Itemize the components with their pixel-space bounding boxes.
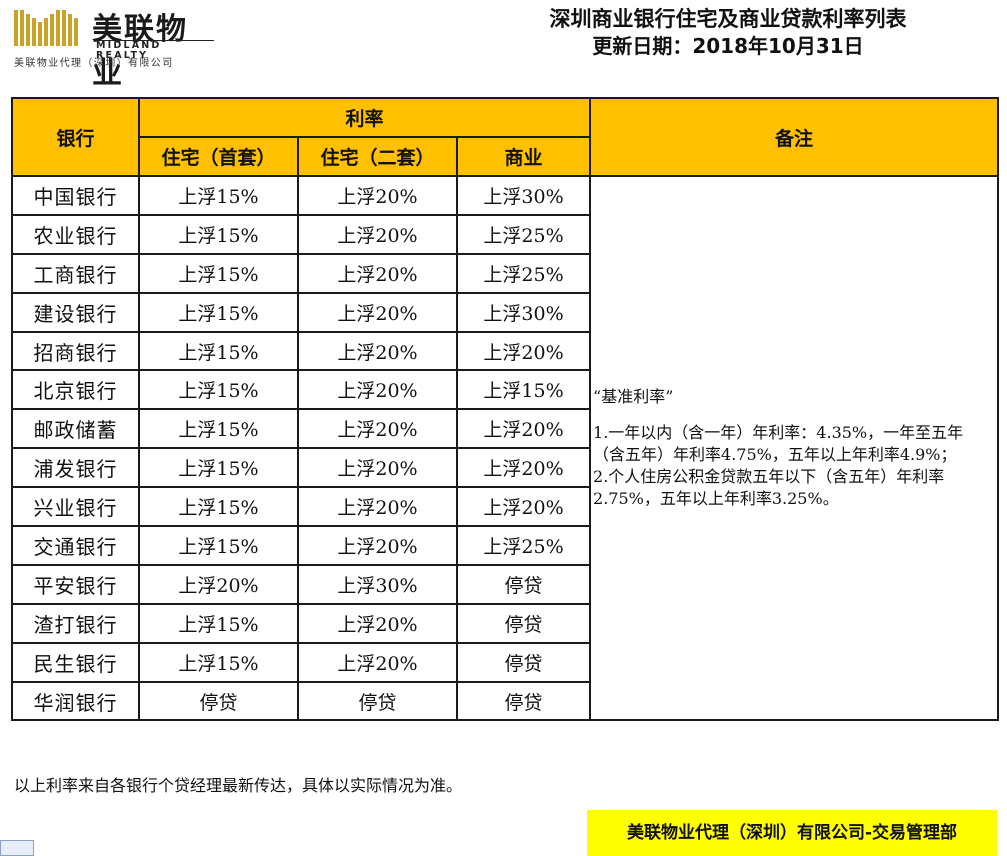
commercial-rate-cell: 上浮25% — [455, 252, 592, 294]
company-department: 美联物业代理（深圳）有限公司-交易管理部 — [587, 810, 997, 856]
home-first-rate-cell: 上浮15% — [138, 213, 299, 255]
table-row: 北京银行 上浮15% 上浮20% 上浮15% — [11, 369, 998, 411]
commercial-rate-cell: 停贷 — [455, 563, 592, 605]
table-row: 工商银行 上浮15% 上浮20% 上浮25% — [11, 252, 998, 294]
home-second-rate-cell: 上浮20% — [297, 175, 458, 216]
table-row: 华润银行 停贷 停贷 停贷 — [11, 680, 998, 722]
logo-name-en: MIDLAND REALTY — [96, 40, 214, 61]
commercial-rate-cell: 上浮20% — [455, 447, 592, 489]
commercial-rate-cell: 停贷 — [455, 641, 592, 683]
bank-name-cell: 招商银行 — [11, 330, 140, 372]
home-first-rate-cell: 上浮15% — [138, 408, 299, 450]
home-second-rate-cell: 停贷 — [297, 680, 458, 722]
home-first-rate-cell: 上浮15% — [138, 602, 299, 644]
home-first-rate-cell: 上浮20% — [138, 563, 299, 605]
bank-name-cell: 渣打银行 — [11, 602, 140, 644]
home-second-rate-cell: 上浮20% — [297, 641, 458, 683]
notes-cell: “基准利率” 1.一年以内（含一年）年利率：4.35%，一年至五年（含五年）年利率… — [589, 174, 1000, 722]
home-second-rate-cell: 上浮20% — [297, 213, 458, 255]
bank-name-cell: 兴业银行 — [11, 486, 140, 528]
table-row: 兴业银行 上浮15% 上浮20% 上浮20% — [11, 486, 998, 528]
table-row: 渣打银行 上浮15% 上浮20% 停贷 — [11, 602, 998, 644]
bank-name-cell: 北京银行 — [11, 369, 140, 411]
home-second-rate-cell: 上浮20% — [297, 252, 458, 294]
update-date: 更新日期：2018年10月31日 — [592, 34, 864, 58]
bank-name-cell: 平安银行 — [11, 563, 140, 605]
home-first-rate-cell: 上浮15% — [138, 525, 299, 566]
table-row: 中国银行 上浮15% 上浮20% 上浮30% “基准利率” 1.一年以内（含一年）年利率：… — [11, 174, 1000, 722]
table-row: 建设银行 上浮15% 上浮20% 上浮30% — [11, 291, 998, 333]
bank-name-cell: 中国银行 — [11, 175, 140, 216]
table-row: 招商银行 上浮15% 上浮20% 上浮20% — [11, 330, 998, 372]
logo-name-cn: 美联物业 — [92, 12, 188, 91]
bank-name-cell: 建设银行 — [11, 291, 140, 333]
commercial-rate-cell: 停贷 — [455, 602, 592, 644]
home-first-rate-cell: 上浮15% — [138, 641, 299, 683]
home-first-rate-cell: 上浮15% — [138, 175, 299, 216]
commercial-rate-cell: 上浮30% — [455, 175, 592, 216]
table-row: 农业银行 上浮15% 上浮20% 上浮25% — [11, 213, 998, 255]
header-rate: 利率 — [137, 97, 592, 138]
home-second-rate-cell: 上浮20% — [297, 369, 458, 411]
home-second-rate-cell: 上浮20% — [297, 447, 458, 489]
bank-name-cell: 浦发银行 — [11, 447, 140, 489]
company-logo: 美联物业 MIDLAND REALTY 美联物业代理（深圳）有限公司 — [14, 6, 214, 91]
table-row: 交通银行 上浮15% 上浮20% 上浮25% — [11, 525, 998, 566]
home-first-rate-cell: 上浮15% — [138, 447, 299, 489]
commercial-rate-cell: 上浮30% — [455, 291, 592, 333]
title-block: 深圳商业银行住宅及商业贷款利率列表 更新日期：2018年10月31日 — [468, 6, 988, 59]
bank-name-cell: 华润银行 — [11, 680, 140, 722]
bank-name-cell: 工商银行 — [11, 252, 140, 294]
home-first-rate-cell: 上浮15% — [138, 330, 299, 372]
table-row: 平安银行 上浮20% 上浮30% 停贷 — [11, 563, 998, 605]
home-first-rate-cell: 上浮15% — [138, 252, 299, 294]
logo-subtitle: 美联物业代理（深圳）有限公司 — [14, 58, 174, 69]
commercial-rate-cell: 上浮20% — [455, 486, 592, 528]
home-second-rate-cell: 上浮20% — [297, 486, 458, 528]
commercial-rate-cell: 上浮15% — [455, 369, 592, 411]
home-first-rate-cell: 上浮15% — [138, 486, 299, 528]
commercial-rate-cell: 停贷 — [455, 680, 592, 722]
header-commercial: 商业 — [455, 136, 592, 177]
table-row: 浦发银行 上浮15% 上浮20% 上浮20% — [11, 447, 998, 489]
rate-table: 银行 利率 备注 住宅（首套） 住宅（二套） 商业 中国银行 上浮15% 上浮20%… — [11, 97, 1000, 722]
notes-lead: “基准利率” — [593, 387, 674, 407]
commercial-rate-cell: 上浮25% — [455, 525, 592, 566]
image-placeholder-icon — [0, 840, 34, 856]
table-row: 民生银行 上浮15% 上浮20% 停贷 — [11, 641, 998, 683]
home-second-rate-cell: 上浮20% — [297, 408, 458, 450]
bank-name-cell: 农业银行 — [11, 213, 140, 255]
header-bank: 银行 — [11, 97, 140, 177]
commercial-rate-cell: 上浮20% — [455, 330, 592, 372]
home-second-rate-cell: 上浮20% — [297, 330, 458, 372]
home-first-rate-cell: 上浮15% — [138, 369, 299, 411]
home-second-rate-cell: 上浮20% — [297, 525, 458, 566]
home-second-rate-cell: 上浮20% — [297, 291, 458, 333]
footnote: 以上利率来自各银行个贷经理最新传达，具体以实际情况为准。 — [14, 776, 463, 795]
midland-logo-icon — [14, 10, 78, 46]
bank-name-cell: 邮政储蓄 — [11, 408, 140, 450]
header-notes: 备注 — [589, 97, 1000, 177]
home-second-rate-cell: 上浮20% — [297, 602, 458, 644]
notes-item-1: 1.一年以内（含一年）年利率：4.35%，一年至五年（含五年）年利率4.75%，… — [593, 423, 964, 465]
header-home-first: 住宅（首套） — [138, 136, 299, 177]
home-second-rate-cell: 上浮30% — [297, 563, 458, 605]
page-title: 深圳商业银行住宅及商业贷款利率列表 — [549, 7, 907, 31]
header-home-second: 住宅（二套） — [297, 136, 458, 177]
notes-item-2: 2.个人住房公积金贷款五年以下（含五年）年利率2.75%，五年以上年利率3.25… — [593, 467, 945, 509]
table-row: 邮政储蓄 上浮15% 上浮20% 上浮20% — [11, 408, 998, 450]
home-first-rate-cell: 上浮15% — [138, 291, 299, 333]
commercial-rate-cell: 上浮20% — [455, 408, 592, 450]
bank-name-cell: 民生银行 — [11, 641, 140, 683]
home-first-rate-cell: 停贷 — [138, 680, 299, 722]
commercial-rate-cell: 上浮25% — [455, 213, 592, 255]
bank-name-cell: 交通银行 — [11, 525, 140, 566]
